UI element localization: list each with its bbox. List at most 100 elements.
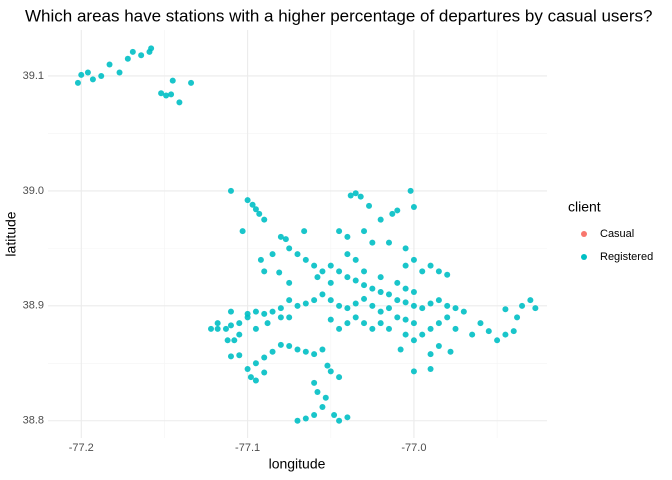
point bbox=[138, 52, 145, 59]
point bbox=[146, 48, 153, 55]
point bbox=[402, 331, 409, 338]
point bbox=[402, 262, 409, 269]
point bbox=[369, 239, 376, 246]
point bbox=[311, 412, 318, 419]
point bbox=[427, 351, 434, 358]
point bbox=[394, 279, 401, 286]
point bbox=[261, 268, 268, 275]
point bbox=[344, 251, 351, 258]
point bbox=[236, 331, 243, 338]
point bbox=[294, 302, 301, 309]
point bbox=[369, 325, 376, 332]
x-tick-label: -77.0 bbox=[401, 442, 426, 454]
point bbox=[366, 202, 373, 209]
y-axis-title: latitude bbox=[3, 211, 19, 256]
point bbox=[269, 308, 276, 315]
point bbox=[377, 320, 384, 327]
point bbox=[302, 300, 309, 307]
point bbox=[410, 320, 417, 327]
point bbox=[286, 297, 293, 304]
point bbox=[352, 314, 359, 321]
point bbox=[389, 210, 396, 217]
legend-label: Registered bbox=[600, 251, 653, 263]
legend-key bbox=[581, 254, 587, 260]
point bbox=[435, 297, 442, 304]
point bbox=[357, 193, 364, 200]
point bbox=[236, 352, 243, 359]
point bbox=[269, 348, 276, 355]
point bbox=[327, 262, 334, 269]
point bbox=[89, 76, 96, 83]
point bbox=[347, 192, 354, 199]
point bbox=[257, 256, 264, 263]
point bbox=[336, 417, 343, 424]
point bbox=[311, 379, 318, 386]
point bbox=[352, 300, 359, 307]
point bbox=[252, 206, 259, 213]
point bbox=[227, 187, 234, 194]
point bbox=[344, 305, 351, 312]
point bbox=[510, 328, 517, 335]
point bbox=[168, 91, 175, 98]
point bbox=[294, 346, 301, 353]
chart-title: Which areas have stations with a higher … bbox=[25, 6, 652, 25]
point bbox=[477, 320, 484, 327]
point bbox=[394, 297, 401, 304]
point bbox=[394, 314, 401, 321]
point bbox=[435, 268, 442, 275]
point bbox=[344, 274, 351, 281]
point bbox=[514, 314, 521, 321]
point bbox=[336, 228, 343, 235]
point bbox=[327, 279, 334, 286]
point bbox=[311, 262, 318, 269]
point bbox=[314, 389, 321, 396]
point bbox=[214, 325, 221, 332]
point bbox=[377, 274, 384, 281]
x-tick-label: -77.1 bbox=[235, 442, 260, 454]
point bbox=[276, 269, 283, 276]
point bbox=[444, 314, 451, 321]
point bbox=[344, 233, 351, 240]
point bbox=[369, 285, 376, 292]
point bbox=[252, 377, 259, 384]
point bbox=[402, 245, 409, 252]
point bbox=[302, 348, 309, 355]
point bbox=[385, 291, 392, 298]
point bbox=[327, 316, 334, 323]
point bbox=[494, 337, 501, 344]
point bbox=[302, 256, 309, 263]
point bbox=[286, 245, 293, 252]
point bbox=[227, 322, 234, 329]
point bbox=[163, 92, 170, 99]
point bbox=[277, 233, 284, 240]
point bbox=[452, 325, 459, 332]
point bbox=[331, 412, 338, 419]
point bbox=[244, 310, 251, 317]
point bbox=[227, 308, 234, 315]
point bbox=[427, 366, 434, 373]
point bbox=[485, 328, 492, 335]
point bbox=[188, 79, 195, 86]
point bbox=[261, 354, 268, 361]
point bbox=[502, 331, 509, 338]
point bbox=[252, 325, 259, 332]
point bbox=[402, 285, 409, 292]
point bbox=[78, 71, 85, 78]
point bbox=[286, 279, 293, 286]
point bbox=[322, 394, 329, 401]
point bbox=[402, 299, 409, 306]
point bbox=[460, 308, 467, 315]
point bbox=[249, 201, 256, 208]
point bbox=[169, 77, 176, 84]
point bbox=[327, 297, 334, 304]
point bbox=[385, 325, 392, 332]
point bbox=[319, 268, 326, 275]
point bbox=[324, 362, 331, 369]
legend-key bbox=[581, 231, 587, 237]
point bbox=[427, 325, 434, 332]
point bbox=[239, 228, 246, 235]
point bbox=[397, 346, 404, 353]
point bbox=[361, 228, 368, 235]
point bbox=[352, 190, 359, 197]
point bbox=[377, 308, 384, 315]
